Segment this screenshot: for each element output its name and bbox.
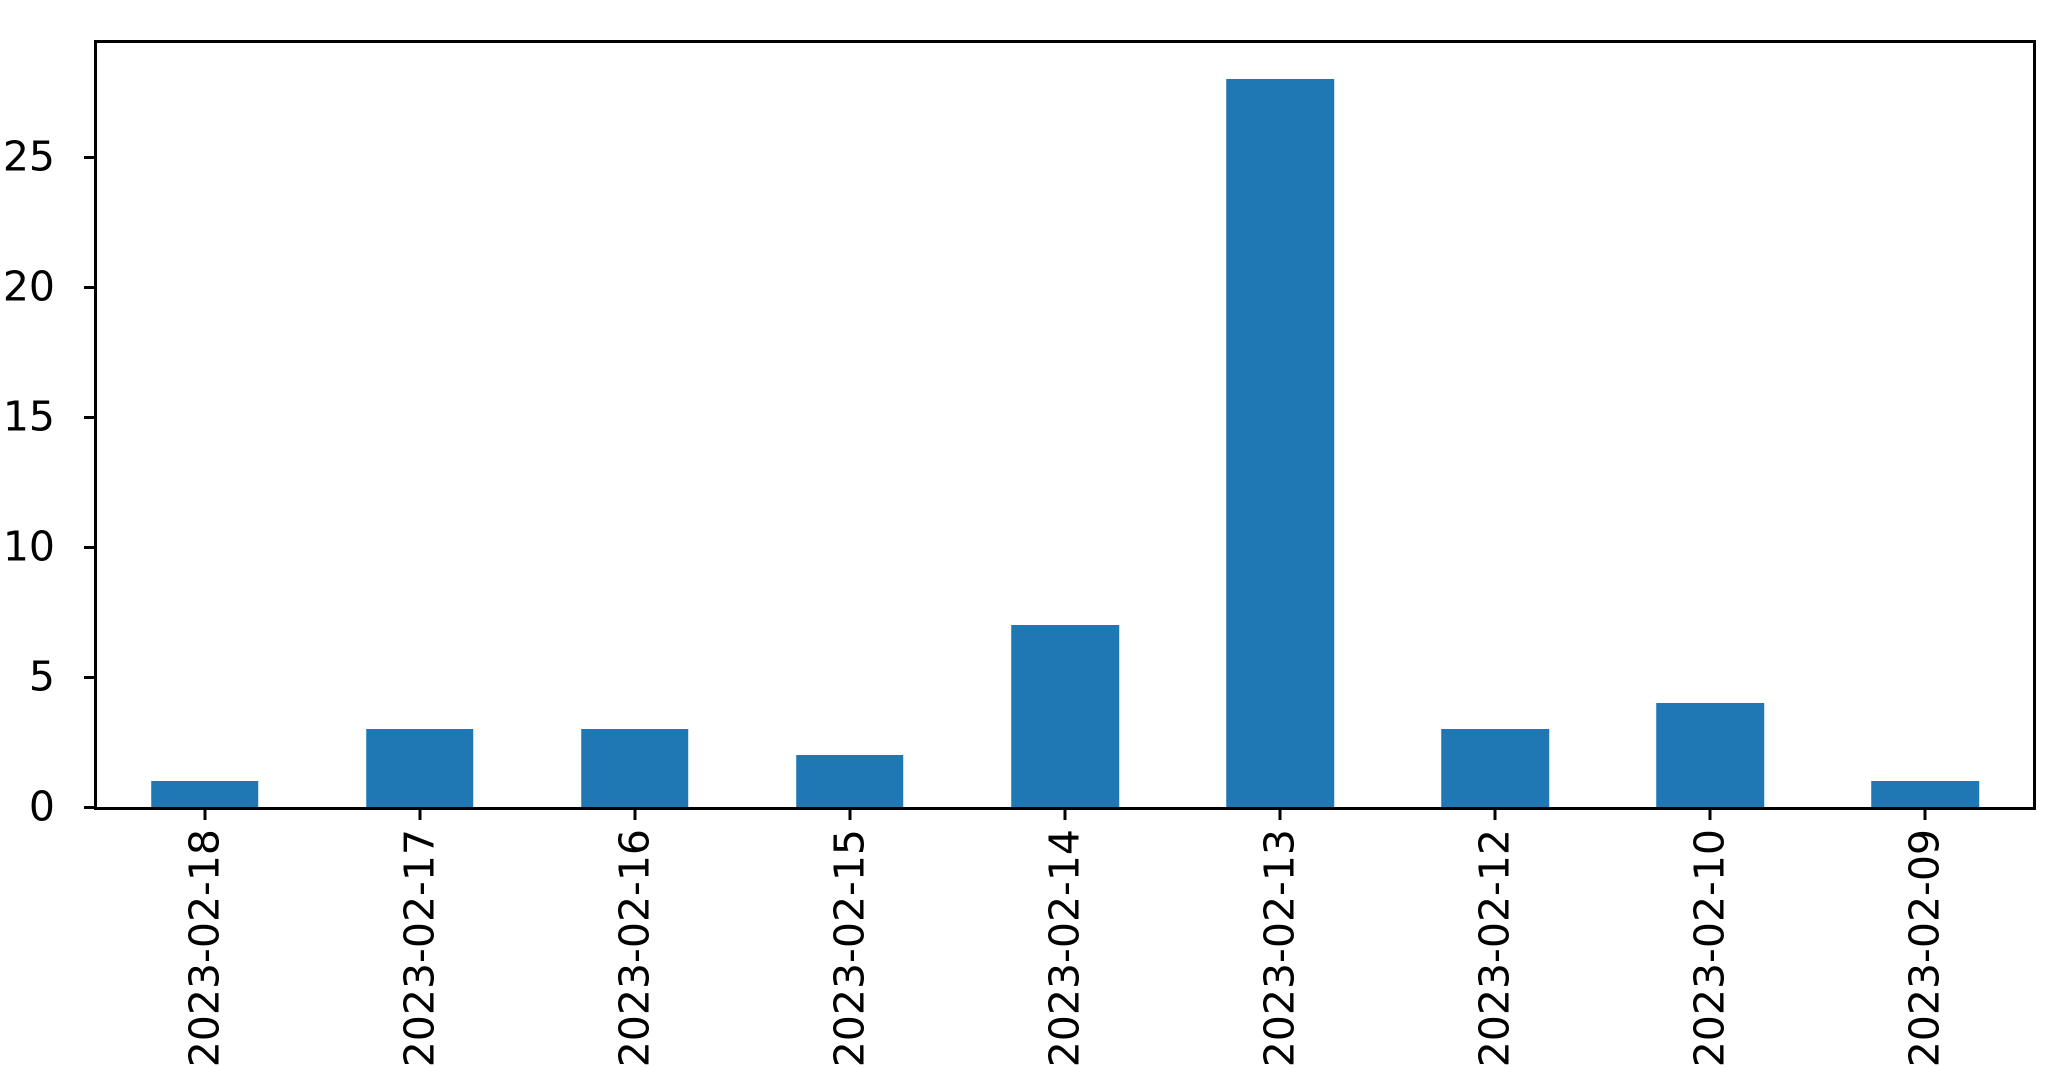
y-axis-tick-label: 0 [28,782,55,831]
y-axis-tick-mark [84,155,97,159]
y-axis-tick-label: 5 [28,652,55,701]
x-axis-tick-label: 2023-02-18 [180,829,229,1067]
x-axis-tick-mark [1278,807,1282,820]
bar-slot: 2023-02-17 [312,43,527,1067]
bar[interactable] [1441,729,1549,807]
bar[interactable] [796,755,904,807]
bar-slot: 2023-02-12 [1388,43,1603,1067]
x-axis-tick-label: 2023-02-15 [825,829,874,1067]
x-axis-tick-label: 2023-02-12 [1470,829,1519,1067]
y-axis-tick-mark [84,805,97,809]
y-axis-tick-mark [84,415,97,419]
x-axis-tick-mark [1923,807,1927,820]
x-axis-tick-mark [203,807,207,820]
x-axis-tick-mark [1493,807,1497,820]
x-axis-tick-mark [848,807,852,820]
x-axis-tick-label: 2023-02-17 [395,829,444,1067]
x-axis-tick-mark [633,807,637,820]
y-axis-tick-mark [84,675,97,679]
bar-slot: 2023-02-16 [527,43,742,1067]
x-axis-tick-mark [1063,807,1067,820]
bar[interactable] [365,729,474,807]
x-axis-tick-label: 2023-02-09 [1900,829,1949,1067]
x-axis-tick-label: 2023-02-10 [1685,829,1734,1067]
bar[interactable] [580,729,689,807]
y-axis-tick-mark [84,285,97,289]
x-axis-tick-mark [418,807,422,820]
x-axis-tick-mark [1708,807,1712,820]
chart-axes: 0 5 10 15 20 25 2023-02-18 2023-02-17 2023-02-1… [3,40,2036,1067]
bar[interactable] [1871,781,1980,807]
x-axis-tick-label: 2023-02-14 [1040,829,1089,1067]
bar[interactable] [1656,703,1765,807]
bar-slot: 2023-02-10 [1603,43,1818,1067]
x-axis-tick-label: 2023-02-13 [1255,829,1304,1067]
bar-slot: 2023-02-15 [742,43,957,1067]
bar-slot: 2023-02-13 [1173,43,1388,1067]
y-axis-tick-label: 15 [2,392,55,441]
y-axis-tick-mark [84,545,97,549]
bar-slot: 2023-02-09 [1818,43,2033,1067]
chart-plot-area: 2023-02-18 2023-02-17 2023-02-16 2023-02-15… [97,43,2033,1067]
y-axis-tick-label: 10 [2,522,55,571]
bar-slot: 2023-02-14 [957,43,1172,1067]
bar[interactable] [150,781,259,807]
y-axis-tick-label: 20 [2,262,55,311]
bar[interactable] [1226,79,1334,807]
bar-slot: 2023-02-18 [97,43,312,1067]
x-axis-tick-label: 2023-02-16 [610,829,659,1067]
y-axis-tick-label: 25 [2,132,55,181]
bar[interactable] [1011,625,1119,807]
